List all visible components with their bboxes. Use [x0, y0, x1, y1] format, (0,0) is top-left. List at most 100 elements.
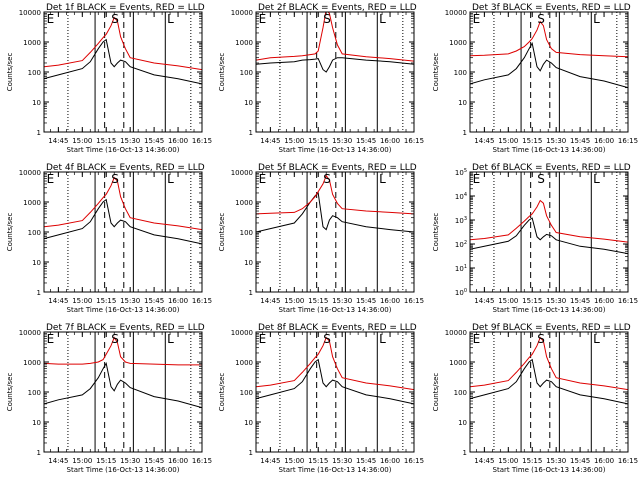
x-tick-label: 15:15	[522, 457, 542, 465]
y-tick-label: 100	[454, 69, 467, 77]
x-tick-label: 15:00	[284, 457, 304, 465]
y-tick-label: 1	[249, 129, 253, 137]
y-tick-label: 10000	[19, 329, 41, 337]
events-series-line	[470, 360, 628, 404]
x-axis-label: Start Time (16-Oct-13 14:36:00)	[493, 466, 606, 474]
x-tick-label: 16:00	[594, 457, 614, 465]
interval-label-s: S	[537, 172, 545, 186]
x-tick-label: 15:45	[570, 457, 590, 465]
x-tick-label: 16:15	[192, 297, 212, 305]
plot-area	[44, 332, 202, 452]
events-series-line	[44, 200, 202, 244]
y-tick-label: 1	[37, 289, 41, 297]
y-tick-label: 100	[28, 229, 41, 237]
y-tick-label: 100	[28, 389, 41, 397]
y-tick-label: 1000	[449, 39, 467, 47]
x-axis-label: Start Time (16-Oct-13 14:36:00)	[279, 146, 392, 154]
y-tick-label: 101	[455, 264, 467, 273]
x-tick-label: 14:45	[260, 137, 280, 145]
interval-label-l: L	[593, 172, 600, 186]
y-tick-label: 1000	[235, 359, 253, 367]
x-tick-label: 15:30	[332, 297, 352, 305]
panel-title: Det 7f BLACK = Events, RED = LLD	[46, 323, 205, 333]
panel-title: Det 4f BLACK = Events, RED = LLD	[46, 163, 205, 173]
y-tick-label: 1000	[23, 39, 41, 47]
x-tick-label: 16:00	[168, 297, 188, 305]
y-tick-label: 1	[249, 449, 253, 457]
interval-label-l: L	[167, 332, 174, 346]
x-tick-label: 14:45	[260, 457, 280, 465]
y-axis-label: Counts/sec	[432, 213, 440, 252]
y-tick-label: 10000	[231, 9, 253, 17]
x-tick-label: 15:45	[570, 137, 590, 145]
y-axis-label: Counts/sec	[218, 373, 226, 412]
interval-label-l: L	[593, 332, 600, 346]
interval-label-s: S	[323, 332, 331, 346]
x-tick-label: 15:30	[332, 457, 352, 465]
y-tick-label: 105	[455, 168, 467, 177]
x-tick-label: 15:30	[332, 137, 352, 145]
panel-title: Det 9f BLACK = Events, RED = LLD	[472, 323, 631, 333]
y-tick-label: 10000	[19, 9, 41, 17]
x-tick-label: 15:15	[308, 457, 328, 465]
x-tick-label: 14:45	[474, 457, 494, 465]
y-axis-label: Counts/sec	[6, 373, 14, 412]
x-tick-label: 15:15	[522, 137, 542, 145]
x-tick-label: 16:00	[380, 137, 400, 145]
lld-series-line	[256, 10, 414, 62]
x-tick-label: 16:15	[404, 457, 424, 465]
y-axis-label: Counts/sec	[218, 213, 226, 252]
x-tick-label: 14:45	[48, 137, 68, 145]
x-tick-label: 15:00	[72, 297, 92, 305]
x-tick-label: 16:15	[404, 137, 424, 145]
panel-det-9: E S LDet 9f BLACK = Events, RED = LLD11010…	[432, 323, 638, 474]
x-tick-label: 15:30	[120, 457, 140, 465]
interval-label-s: S	[537, 332, 545, 346]
x-tick-label: 16:00	[380, 457, 400, 465]
y-tick-label: 10	[244, 99, 253, 107]
x-axis-label: Start Time (16-Oct-13 14:36:00)	[493, 306, 606, 314]
interval-label-l: L	[379, 12, 386, 26]
y-tick-label: 10	[458, 419, 467, 427]
y-axis-label: Counts/sec	[432, 53, 440, 92]
x-tick-label: 16:00	[380, 297, 400, 305]
y-tick-label: 10	[32, 99, 41, 107]
plot-area	[470, 12, 628, 132]
x-tick-label: 15:30	[120, 137, 140, 145]
y-tick-label: 103	[455, 216, 467, 225]
y-tick-label: 102	[455, 240, 467, 249]
x-tick-label: 15:00	[498, 297, 518, 305]
y-tick-label: 1	[463, 129, 467, 137]
x-axis-label: Start Time (16-Oct-13 14:36:00)	[67, 306, 180, 314]
interval-label-s: S	[111, 332, 119, 346]
y-tick-label: 1	[463, 449, 467, 457]
plot-area	[256, 332, 414, 452]
y-tick-label: 10000	[231, 169, 253, 177]
plot-area	[470, 172, 628, 292]
x-tick-label: 15:15	[522, 297, 542, 305]
panel-title: Det 5f BLACK = Events, RED = LLD	[258, 163, 417, 173]
interval-label-l: L	[379, 172, 386, 186]
x-tick-label: 15:00	[72, 457, 92, 465]
y-tick-label: 10	[458, 99, 467, 107]
x-axis-label: Start Time (16-Oct-13 14:36:00)	[279, 306, 392, 314]
interval-label-l: L	[379, 332, 386, 346]
y-tick-label: 10000	[19, 169, 41, 177]
y-tick-label: 1000	[23, 359, 41, 367]
panel-det-3: E S LDet 3f BLACK = Events, RED = LLD11010…	[432, 3, 638, 154]
interval-label-s: S	[323, 172, 331, 186]
y-axis-label: Counts/sec	[432, 373, 440, 412]
y-tick-label: 100	[455, 288, 467, 297]
y-tick-label: 100	[240, 229, 253, 237]
x-tick-label: 15:15	[308, 137, 328, 145]
x-tick-label: 15:45	[356, 137, 376, 145]
x-tick-label: 15:30	[546, 297, 566, 305]
x-axis-label: Start Time (16-Oct-13 14:36:00)	[67, 466, 180, 474]
panel-title: Det 3f BLACK = Events, RED = LLD	[472, 3, 631, 13]
x-axis-label: Start Time (16-Oct-13 14:36:00)	[493, 146, 606, 154]
events-series-line	[44, 40, 202, 84]
x-tick-label: 15:15	[308, 297, 328, 305]
x-tick-label: 16:15	[618, 297, 638, 305]
x-tick-label: 15:15	[96, 457, 116, 465]
